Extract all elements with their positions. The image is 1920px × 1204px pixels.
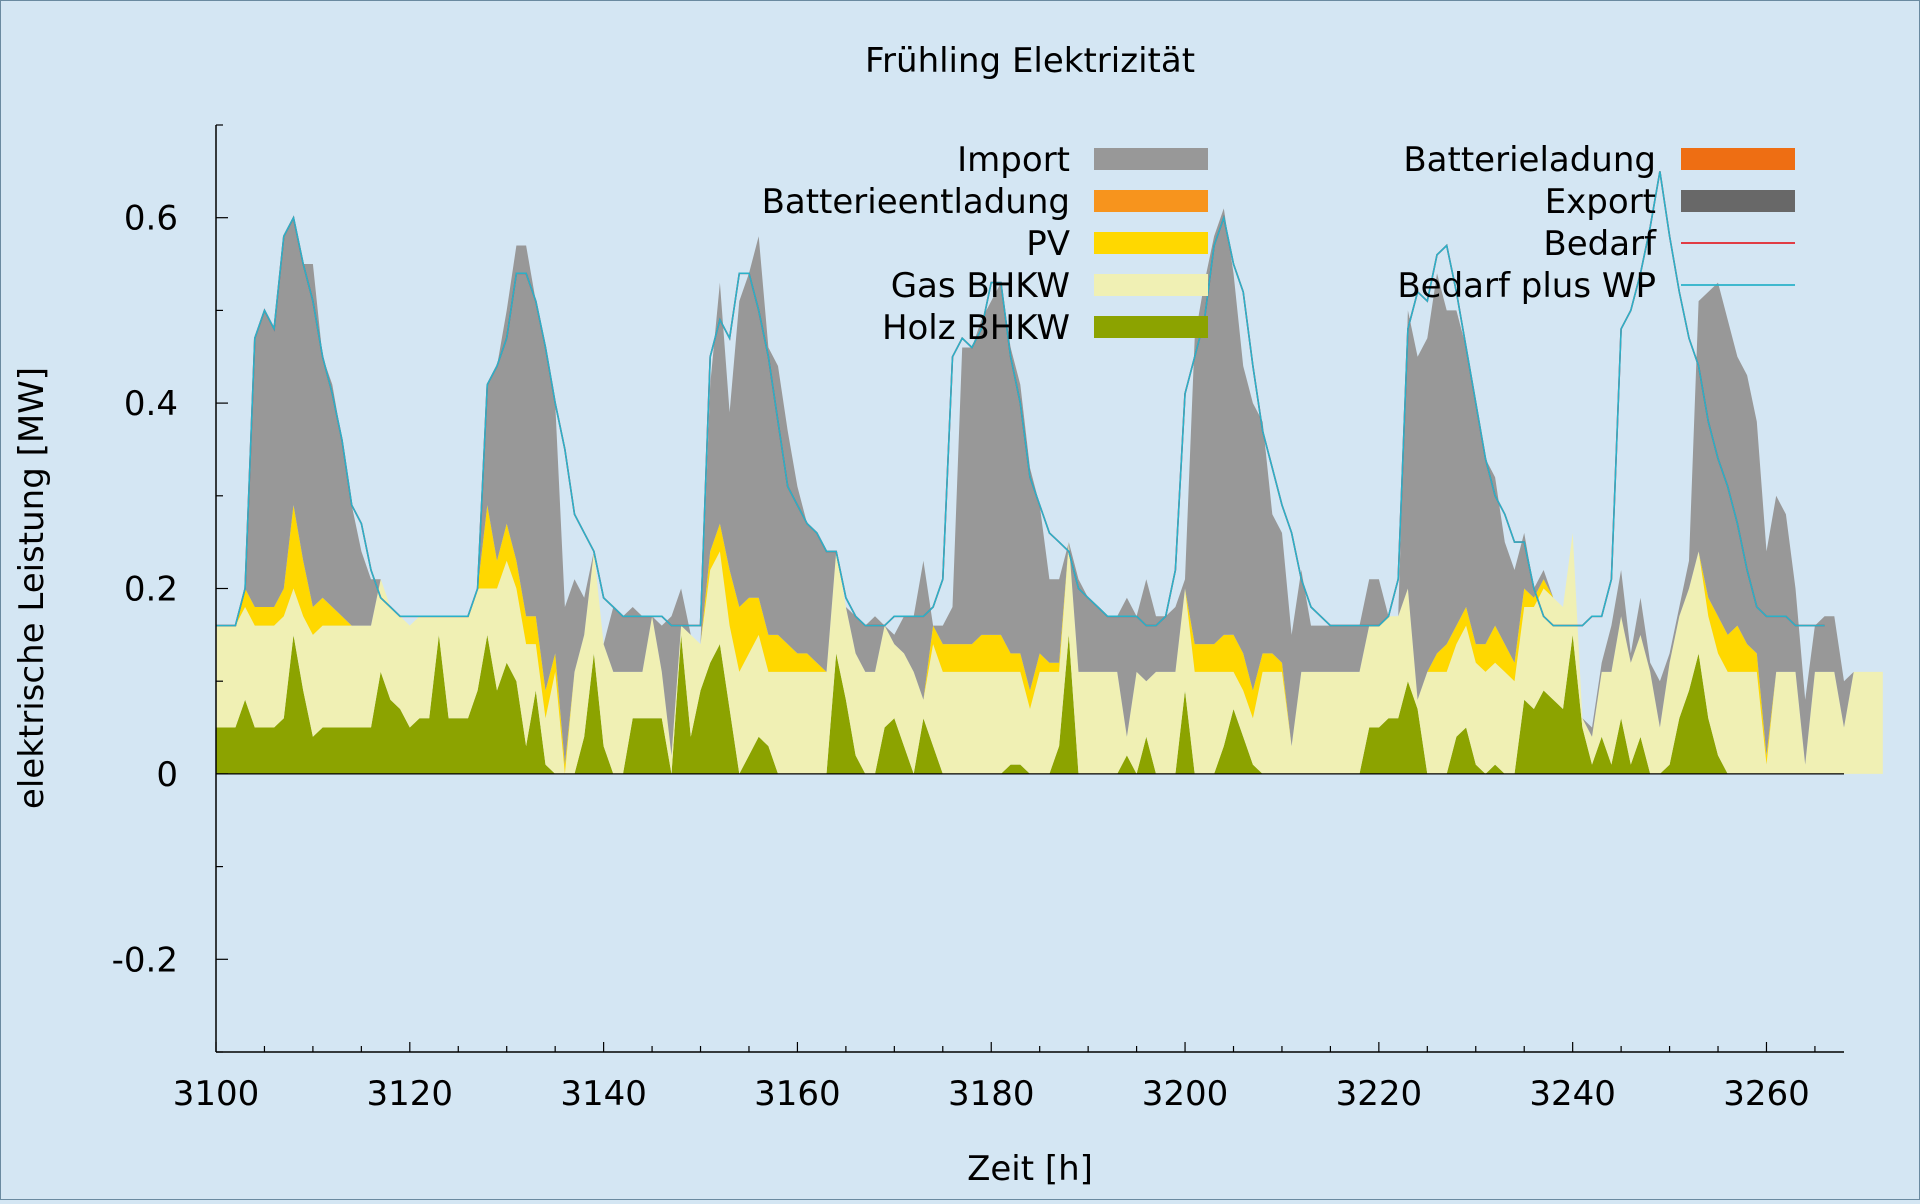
legend-label: Gas BHKW: [891, 266, 1070, 306]
area-series-group: [216, 208, 1883, 774]
legend-item-holz-bhkw: Holz BHKW: [882, 308, 1208, 348]
area-holz-bhkw: [216, 634, 1883, 774]
legend-swatch: [1681, 148, 1795, 170]
legend-item-bedarf-plus-wp: Bedarf plus WP: [1397, 266, 1795, 306]
legend-label: Holz BHKW: [882, 308, 1070, 348]
y-tick-label: -0.2: [112, 940, 178, 980]
y-tick-label: 0.6: [124, 199, 178, 239]
legend-label: Bedarf plus WP: [1397, 266, 1656, 306]
x-ticks-group: 3100 3120 3140 3160 3180 3200 3220 3240 3260: [173, 1042, 1816, 1114]
chart-title: Frühling Elektrizität: [865, 41, 1195, 81]
x-tick-label: 3140: [560, 1074, 647, 1114]
legend-label: Bedarf: [1543, 224, 1657, 264]
x-tick-label: 3160: [754, 1074, 841, 1114]
legend-swatch: [1094, 148, 1208, 170]
x-tick-label: 3260: [1723, 1074, 1810, 1114]
legend-item-pv: PV: [1026, 224, 1208, 264]
legend-label: Export: [1545, 182, 1656, 222]
x-tick-label: 3240: [1529, 1074, 1616, 1114]
legend-label: Import: [957, 140, 1070, 180]
legend-item-export: Export: [1545, 182, 1795, 222]
x-axis-title: Zeit [h]: [967, 1149, 1093, 1189]
area-gas-bhkw: [216, 532, 1883, 774]
legend-label: Batterieladung: [1403, 140, 1656, 180]
line-bedarf-plus-wp: [216, 171, 1825, 627]
legend-swatch: [1094, 316, 1208, 338]
x-tick-label: 3180: [948, 1074, 1035, 1114]
legend-label: PV: [1026, 224, 1070, 264]
y-tick-label: 0.4: [124, 384, 178, 424]
legend-item-batterieentladung: Batterieentladung: [762, 182, 1208, 222]
y-ticks-group: -0.2 0 0.2 0.4 0.6: [112, 124, 228, 1053]
x-tick-label: 3120: [367, 1074, 454, 1114]
line-series-group: [216, 171, 1825, 627]
legend-label: Batterieentladung: [762, 182, 1070, 222]
x-tick-label: 3200: [1142, 1074, 1229, 1114]
x-tick-label: 3100: [173, 1074, 260, 1114]
legend-item-batterieladung: Batterieladung: [1403, 140, 1795, 180]
legend-swatch: [1094, 232, 1208, 254]
legend-item-gas-bhkw: Gas BHKW: [891, 266, 1208, 306]
y-tick-label: 0: [156, 755, 178, 795]
legend-swatch: [1094, 274, 1208, 296]
legend-item-import: Import: [957, 140, 1208, 180]
y-tick-label: 0.2: [124, 570, 178, 610]
legend-item-bedarf: Bedarf: [1543, 224, 1795, 264]
area-import: [216, 208, 1883, 765]
y-axis-title: elektrische Leistung [MW]: [12, 367, 52, 809]
legend-swatch: [1681, 190, 1795, 212]
x-tick-label: 3220: [1336, 1074, 1423, 1114]
legend-swatch: [1094, 190, 1208, 212]
